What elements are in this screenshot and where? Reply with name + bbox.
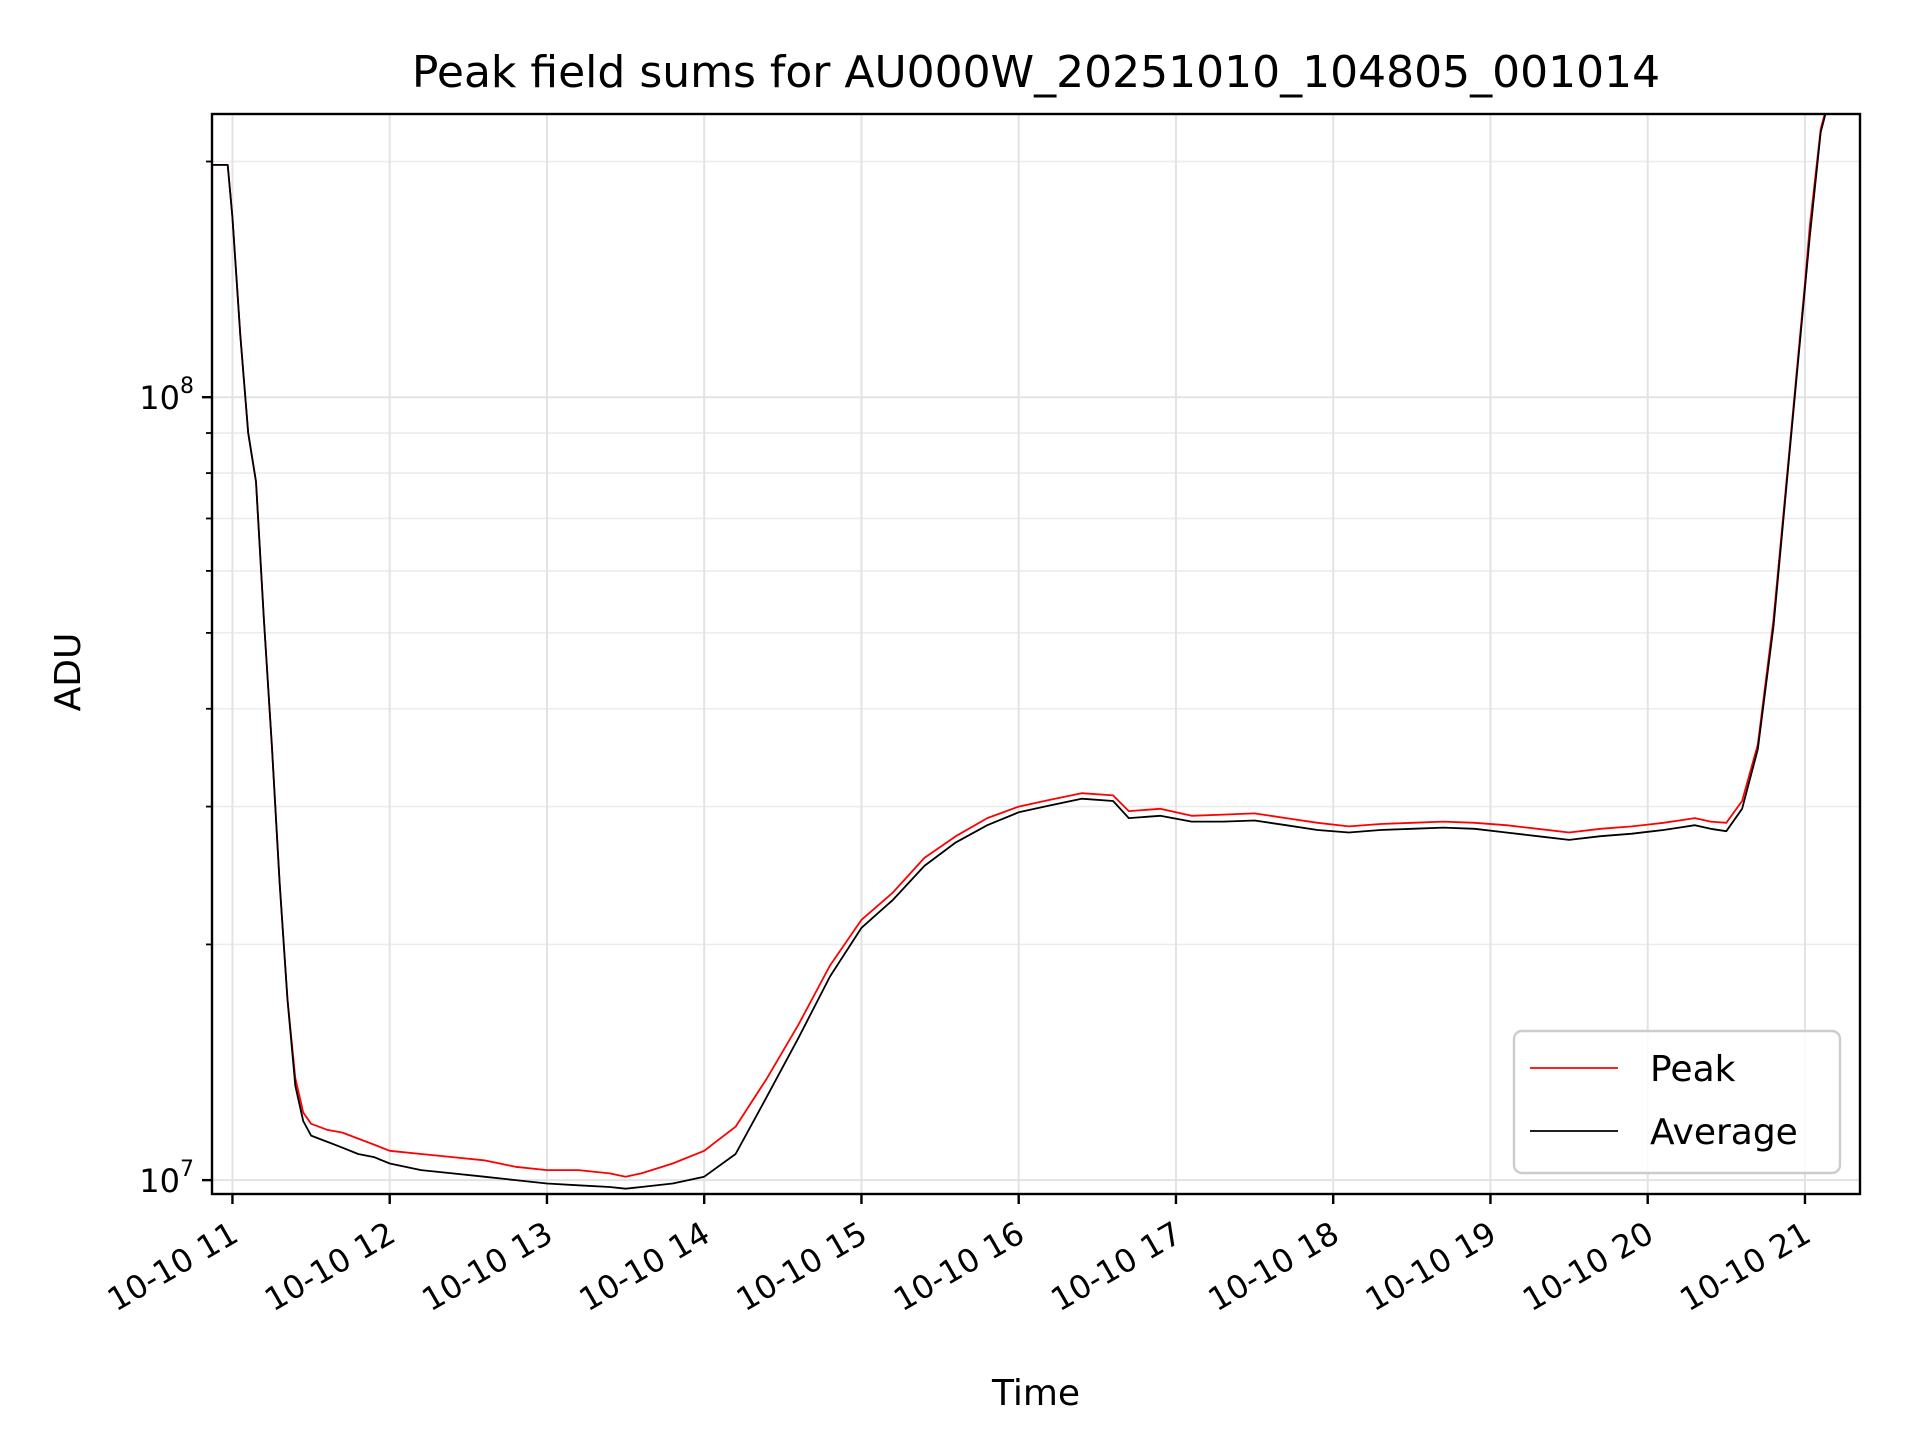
chart-title: Peak field sums for AU000W_20251010_1048… [412,47,1660,98]
plot-frame [210,112,1862,1196]
minor-gridlines [212,160,1860,946]
legend-box [1512,1029,1842,1175]
series-layer [212,114,1827,1190]
x-tick-label: 10-10 19 [1359,1214,1503,1319]
x-tick-label: 10-10 21 [1673,1214,1817,1319]
y-tick-label: 108 [139,374,194,417]
y-axis-label: ADU [48,633,89,712]
legend-peak-label: Peak [1650,1049,1736,1090]
series-line-average [212,114,1827,1190]
legend-average-label: Average [1650,1112,1798,1153]
x-tick-label: 10-10 14 [573,1214,717,1319]
x-tick-label: 10-10 17 [1044,1214,1188,1319]
x-tick-label: 10-10 18 [1202,1214,1346,1319]
x-tick-label: 10-10 13 [415,1214,559,1319]
y-tick-label: 107 [139,1157,194,1200]
x-tick-label: 10-10 16 [887,1214,1031,1319]
x-tick-label: 10-10 12 [258,1214,402,1319]
x-tick-label: 10-10 15 [730,1214,874,1319]
x-tick-label: 10-10 11 [101,1214,245,1319]
y-axis-ticks: 107 108 [139,160,212,1200]
series-line-peak [212,114,1826,1178]
legend: Peak Average [1512,1029,1842,1175]
major-gridlines [212,114,1860,1194]
x-axis-ticks: 10-10 11 10-10 12 10-10 13 10-10 14 10-10 15… [101,1194,1817,1319]
x-axis-label: Time [991,1373,1080,1414]
x-tick-label: 10-10 20 [1516,1214,1660,1319]
